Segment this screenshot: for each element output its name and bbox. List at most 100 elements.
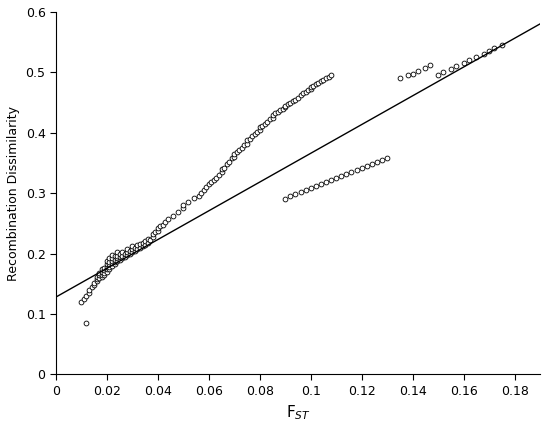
Point — [102, 263, 111, 270]
Point — [347, 169, 356, 175]
Point — [439, 69, 447, 76]
Point — [317, 181, 325, 187]
Point — [136, 244, 144, 251]
Point — [268, 114, 277, 121]
Point — [97, 268, 106, 275]
Point — [108, 260, 117, 267]
Point — [286, 99, 295, 106]
Point — [102, 260, 111, 267]
Point — [271, 110, 280, 117]
Point — [131, 247, 139, 254]
Point — [123, 245, 132, 252]
Point — [317, 78, 325, 85]
Point — [278, 105, 287, 112]
Point — [123, 249, 132, 256]
Point — [95, 269, 103, 276]
Point — [311, 182, 320, 189]
Point — [472, 54, 481, 60]
Point — [485, 48, 493, 54]
Point — [102, 266, 111, 273]
Point — [408, 70, 417, 77]
Point — [480, 51, 488, 57]
Point — [299, 90, 307, 97]
Point — [113, 255, 121, 262]
Point — [164, 215, 172, 222]
Point — [245, 136, 254, 142]
Point — [352, 167, 361, 174]
Point — [159, 221, 167, 228]
Point — [464, 57, 473, 63]
Point — [105, 265, 114, 272]
Point — [79, 296, 88, 302]
Point — [268, 111, 277, 118]
Point — [115, 250, 124, 257]
Point — [151, 229, 160, 236]
Point — [377, 157, 386, 163]
Point — [301, 187, 310, 193]
Point — [283, 100, 292, 107]
Point — [108, 262, 117, 269]
Point — [225, 158, 234, 165]
Point — [214, 172, 223, 178]
Point — [306, 86, 315, 93]
Point — [258, 122, 267, 129]
Point — [100, 267, 109, 274]
Point — [301, 88, 310, 95]
Point — [497, 42, 506, 48]
Point — [426, 62, 435, 69]
Point — [125, 247, 134, 254]
Point — [251, 130, 259, 137]
Point — [255, 126, 264, 133]
Point — [248, 132, 257, 139]
Point — [133, 242, 142, 248]
Point — [306, 84, 315, 91]
Point — [141, 238, 149, 245]
Point — [113, 257, 121, 264]
Point — [337, 173, 346, 180]
Point — [197, 190, 206, 196]
Point — [179, 202, 188, 208]
Point — [100, 269, 109, 276]
Point — [281, 196, 289, 202]
Point — [102, 268, 111, 275]
Point — [220, 164, 229, 171]
Point — [108, 254, 117, 261]
Point — [120, 250, 129, 257]
Point — [286, 193, 295, 199]
Point — [85, 287, 94, 293]
Point — [148, 233, 157, 240]
Point — [314, 80, 323, 87]
Point — [210, 176, 218, 183]
Point — [291, 191, 300, 198]
Point — [368, 161, 376, 168]
Point — [128, 249, 137, 256]
Point — [288, 98, 297, 105]
Point — [202, 184, 211, 190]
Point — [143, 236, 152, 242]
Point — [255, 123, 264, 130]
Point — [237, 145, 246, 151]
Point — [100, 271, 109, 278]
Point — [291, 96, 300, 103]
Point — [194, 193, 203, 199]
Point — [125, 250, 134, 257]
Point — [205, 181, 213, 187]
Point — [222, 161, 231, 168]
Point — [281, 102, 289, 109]
Point — [148, 231, 157, 238]
Point — [363, 163, 371, 169]
Point — [97, 273, 106, 280]
Point — [235, 146, 244, 153]
Point — [199, 187, 208, 193]
Point — [434, 72, 443, 79]
Point — [92, 273, 101, 280]
Point — [115, 256, 124, 263]
Point — [110, 253, 119, 260]
Point — [322, 75, 330, 82]
Point — [133, 245, 142, 252]
Point — [342, 170, 351, 177]
Point — [403, 72, 412, 79]
Point — [105, 261, 114, 268]
Point — [304, 87, 312, 94]
Point — [230, 151, 238, 157]
